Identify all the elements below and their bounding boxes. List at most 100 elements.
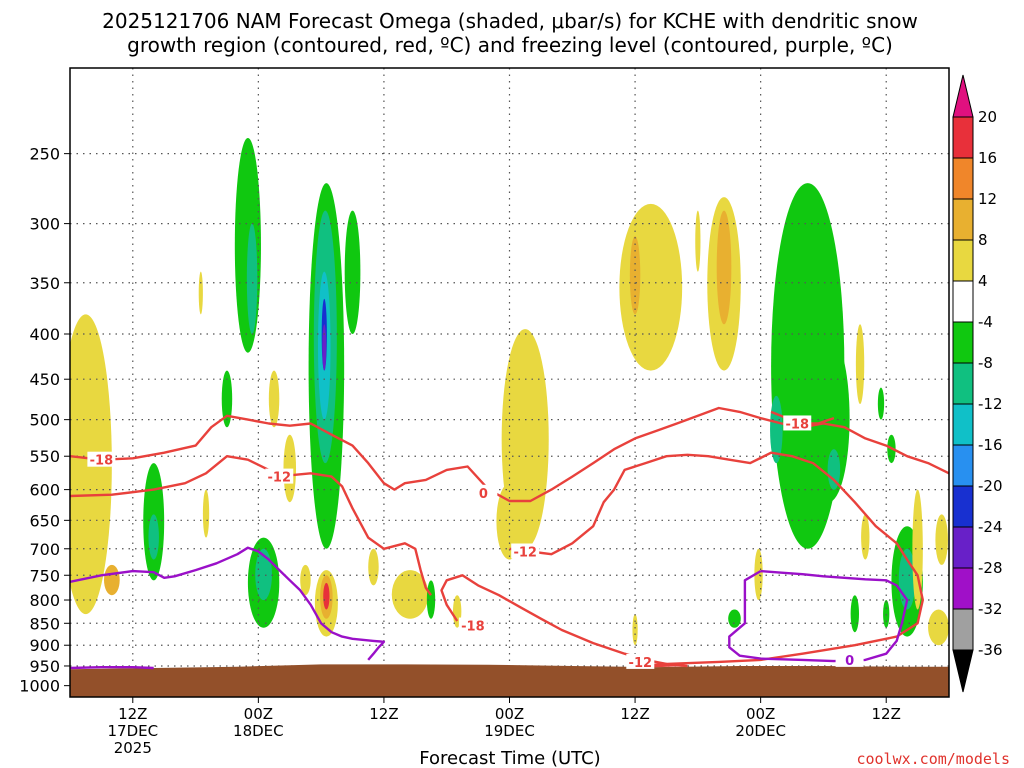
- dgz-contour-label-bg: [511, 543, 540, 559]
- contour-label-layer: -18 -12 -12 -12 -18 -18 0 0: [87, 415, 864, 671]
- pressure-gridlines: [70, 68, 949, 697]
- omega-area: [344, 210, 361, 335]
- time-tick-label: 12Z: [118, 705, 147, 723]
- omega-area: [246, 223, 258, 335]
- pressure-tick-label: 800: [29, 591, 60, 610]
- time-tick-label: 17DEC: [107, 722, 158, 740]
- colorbar-label: -36: [978, 641, 1003, 659]
- omega-area: [728, 609, 741, 628]
- dgz-contour-label: -18: [786, 417, 810, 432]
- dgz-contour-label: -18: [461, 620, 485, 635]
- colorbar-label: 8: [978, 231, 988, 249]
- time-tick-label: 12Z: [620, 705, 649, 723]
- colorbar-label: 20: [978, 108, 997, 126]
- omega-area: [426, 580, 436, 619]
- omega-area: [850, 595, 860, 633]
- time-tick-label: 00Z: [746, 705, 775, 723]
- pressure-tick-label: 300: [29, 215, 60, 234]
- time-tick-label: 2025: [114, 739, 152, 757]
- pressure-tick-label: 550: [29, 447, 60, 466]
- dgz-contour-label: -18: [90, 454, 114, 469]
- colorbar-label: -16: [978, 436, 1003, 454]
- omega-area: [391, 570, 429, 619]
- omega-area: [928, 609, 949, 646]
- dgz-contour-label-bg: [783, 415, 812, 431]
- freezing-contour-line: [70, 546, 386, 661]
- pressure-tick-label: 500: [29, 411, 60, 430]
- pressure-tick-label: 750: [29, 566, 60, 585]
- pressure-tick-label: 250: [29, 145, 60, 164]
- freezing-contour-label: 0: [845, 654, 854, 669]
- omega-area: [629, 236, 641, 315]
- omega-area: [754, 548, 763, 601]
- omega-area: [283, 434, 297, 503]
- dgz-contour-line: [440, 574, 667, 666]
- time-tick-label: 12Z: [872, 705, 901, 723]
- pressure-tick-label: 950: [29, 657, 60, 676]
- pressure-tick-label: 700: [29, 540, 60, 559]
- omega-area: [104, 564, 120, 596]
- colorbar-label: -8: [978, 354, 993, 372]
- freezing-contour-label-bg: [835, 651, 864, 667]
- omega-area: [148, 514, 159, 560]
- pressure-tick-label: 850: [29, 614, 60, 633]
- colorbar-segment: [952, 444, 974, 487]
- omega-area: [202, 489, 210, 538]
- colorbar-segment: [952, 116, 974, 159]
- omega-area: [368, 548, 379, 586]
- omega-area: [855, 324, 865, 404]
- omega-area: [323, 582, 330, 610]
- colorbar-label: 12: [978, 190, 997, 208]
- pressure-tick-label: 350: [29, 274, 60, 293]
- colorbar-segment: [952, 157, 974, 200]
- freezing-contour-line: [728, 569, 909, 663]
- time-tick-label: 00Z: [244, 705, 273, 723]
- chart-title-line2: growth region (contoured, red, ºC) and f…: [127, 33, 893, 57]
- colorbar-segment: [952, 239, 974, 282]
- time-tick-label: 20DEC: [735, 722, 786, 740]
- time-tick-label: 12Z: [369, 705, 398, 723]
- colorbar-segment: [952, 280, 974, 323]
- omega-shading-layer: [70, 137, 949, 646]
- colorbar-top-arrow: [952, 74, 974, 118]
- dgz-contour-label-bg: [265, 468, 294, 484]
- omega-area: [883, 600, 890, 628]
- omega-area: [695, 210, 701, 272]
- colorbar-segment: [952, 321, 974, 364]
- omega-area: [619, 203, 683, 371]
- dgz-contour-label: -12: [513, 546, 537, 561]
- time-tick-label: 18DEC: [233, 722, 284, 740]
- colorbar-label: -4: [978, 313, 993, 331]
- pressure-tick-label: 1000: [19, 677, 60, 696]
- omega-area: [827, 449, 841, 490]
- colorbar-bottom-arrow: [952, 649, 974, 693]
- dgz-contour-label-bg: [458, 617, 487, 633]
- dgz-contour-label-bg: [469, 484, 498, 500]
- colorbar-segment: [952, 198, 974, 241]
- pressure-tick-label: 900: [29, 636, 60, 655]
- time-tick-label: 19DEC: [484, 722, 535, 740]
- omega-area: [632, 614, 638, 646]
- dgz-contour-line: [509, 451, 924, 668]
- pressure-tick-label: 450: [29, 370, 60, 389]
- dgz-contour-label: -12: [629, 656, 653, 671]
- colorbar-label: -12: [978, 395, 1003, 413]
- colorbar-segment: [952, 362, 974, 405]
- omega-area: [234, 137, 261, 353]
- omega-area: [221, 370, 233, 428]
- chart-title-line1: 2025121706 NAM Forecast Omega (shaded, μ…: [102, 9, 918, 33]
- dgz-contour-label-bg: [87, 451, 116, 467]
- dgz-contour-label: -12: [268, 471, 292, 486]
- time-tick-label: 00Z: [495, 705, 524, 723]
- x-axis-label: Forecast Time (UTC): [419, 748, 600, 768]
- colorbar-segment: [952, 526, 974, 569]
- omega-area: [935, 514, 948, 565]
- pressure-axis: 250 300 350 400 450 500 550 600 650 700 750 800 850 9…: [19, 145, 70, 696]
- pressure-tick-label: 400: [29, 325, 60, 344]
- freezing-contour-line: [70, 666, 154, 670]
- colorbar-label: -24: [978, 518, 1003, 536]
- terrain-layer: [70, 664, 949, 697]
- credit-text: coolwx.com/models: [856, 750, 1010, 768]
